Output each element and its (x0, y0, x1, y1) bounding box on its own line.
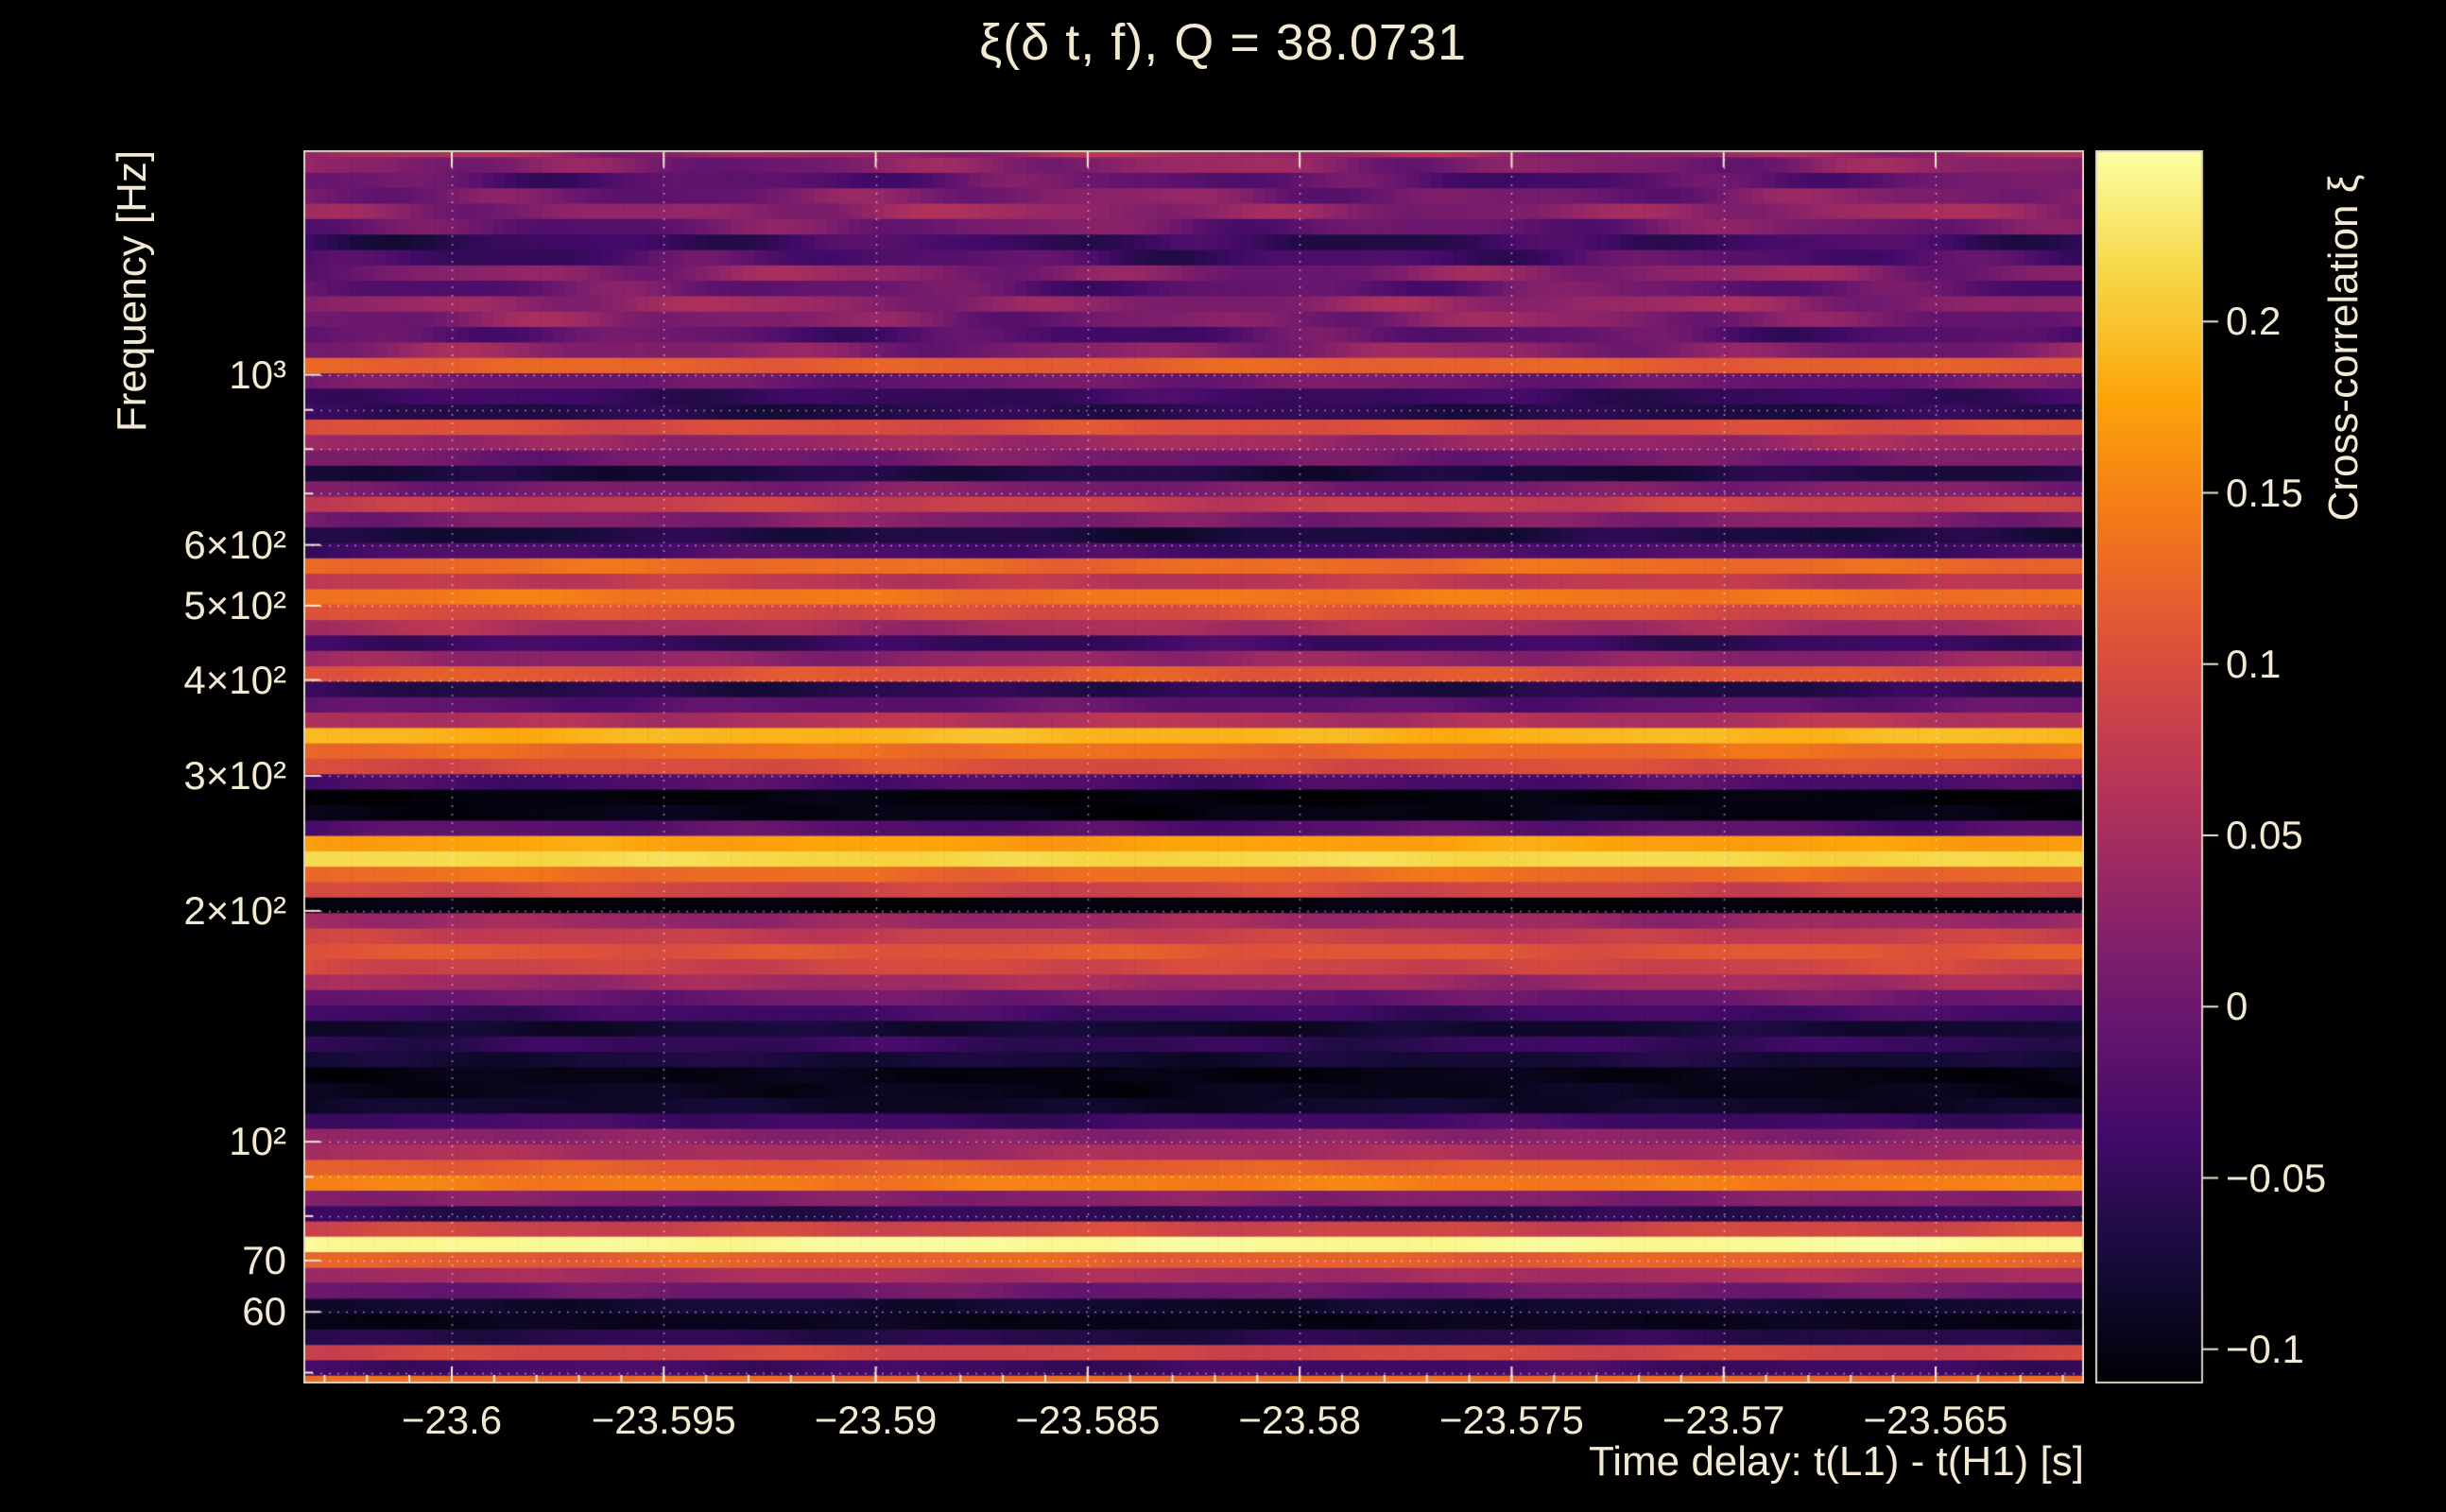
heatmap-canvas (303, 150, 2084, 1383)
x-tick-label: −23.59 (814, 1398, 938, 1442)
colorbar-tick-label: −0.1 (2226, 1326, 2304, 1371)
colorbar-tick-label: 0.2 (2226, 299, 2282, 344)
y-tick-label: 10³ (229, 352, 286, 397)
colorbar-tick-label: 0.1 (2226, 641, 2282, 686)
x-tick-label: −23.58 (1238, 1398, 1361, 1442)
y-axis-title: Frequency [Hz] (109, 149, 155, 433)
colorbar-title: Cross-correlation ξ (2320, 174, 2367, 522)
colorbar-tick-label: 0.15 (2226, 470, 2303, 515)
chart-title: ξ(δ t, f), Q = 38.0731 (979, 14, 1467, 71)
x-tick-label: −23.575 (1438, 1398, 1584, 1442)
x-tick-label: −23.6 (401, 1398, 503, 1442)
colorbar-tick-label: 0.05 (2226, 813, 2303, 857)
y-tick-label: 10² (229, 1119, 286, 1164)
y-tick-label: 70 (242, 1237, 286, 1282)
x-tick-label: −23.595 (591, 1398, 736, 1442)
y-tick-label: 3×10² (183, 752, 286, 798)
y-tick-label: 5×10² (183, 582, 286, 627)
x-tick-label: −23.57 (1662, 1398, 1785, 1442)
x-tick-label: −23.565 (1863, 1398, 2008, 1442)
y-tick-label: 2×10² (183, 887, 286, 933)
colorbar-tick-label: −0.05 (2226, 1155, 2327, 1200)
x-tick-label: −23.585 (1015, 1398, 1161, 1442)
y-tick-label: 4×10² (183, 657, 286, 702)
x-axis-title: Time delay: t(L1) - t(H1) [s] (1588, 1438, 2084, 1485)
colorbar-tick-label: 0 (2226, 984, 2248, 1029)
colorbar-canvas (2095, 150, 2222, 1383)
y-tick-label: 60 (242, 1289, 286, 1334)
y-tick-label: 6×10² (183, 522, 286, 567)
